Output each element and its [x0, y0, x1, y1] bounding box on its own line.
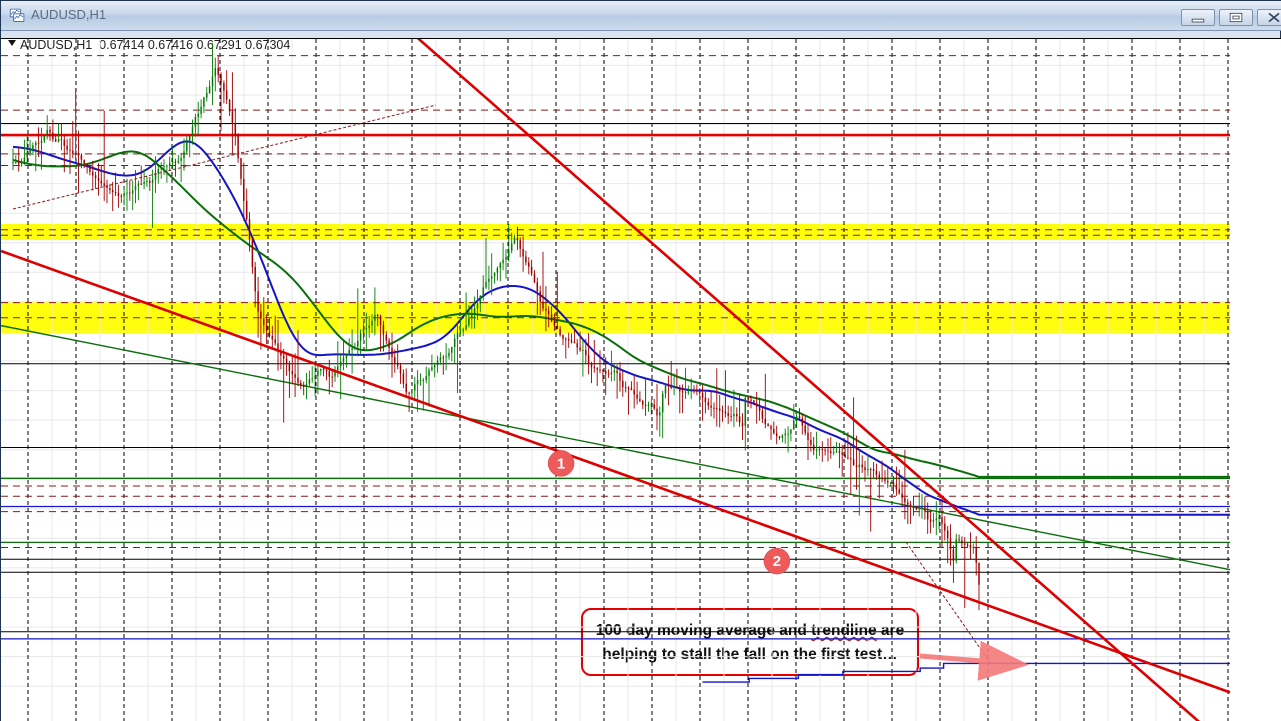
- svg-text:2: 2: [773, 553, 781, 570]
- svg-text:1: 1: [557, 455, 565, 472]
